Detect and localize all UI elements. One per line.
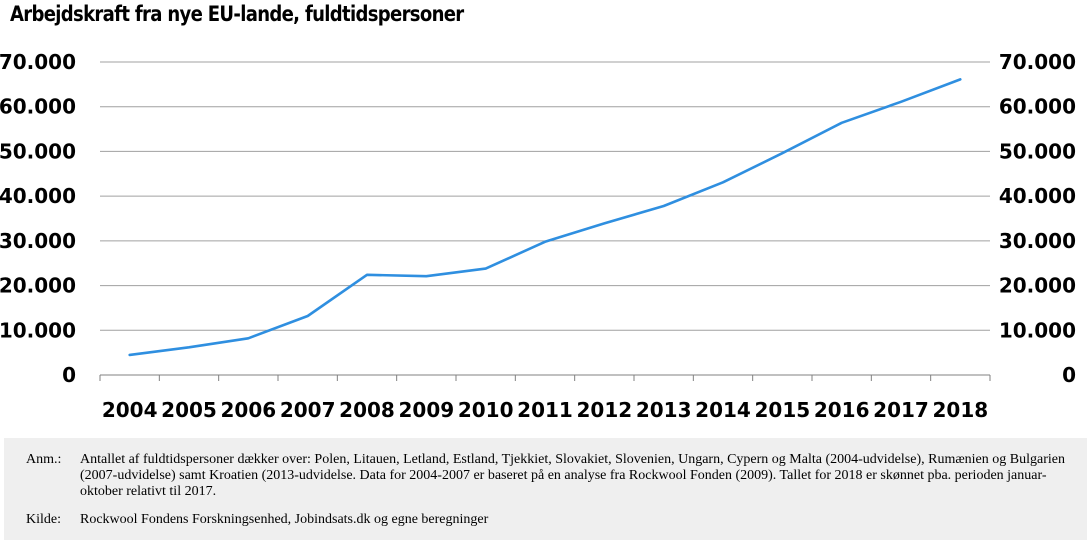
series-line (128, 78, 962, 357)
y-tick-label-right: 10.000 (999, 318, 1076, 342)
y-tick-label-left: 10.000 (0, 318, 76, 342)
note-anm-text: Antallet af fuldtidspersoner dækker over… (80, 452, 1065, 499)
y-tick-label-right: 20.000 (999, 274, 1076, 298)
x-tick-label: 2011 (517, 398, 573, 422)
chart-title: Arbejdskraft fra nye EU-lande, fuldtidsp… (10, 2, 464, 26)
x-tick-label: 2006 (220, 398, 276, 422)
y-tick-label-left: 70.000 (0, 50, 76, 74)
gridlines (100, 61, 990, 376)
note-source-text: Rockwool Fondens Forskningsenhed, Jobind… (80, 512, 489, 527)
x-tick-label: 2015 (754, 398, 810, 422)
y-axis-left: 0 10.000 20.000 30.000 40.000 50.000 60.000 70.… (0, 50, 76, 387)
y-tick-label-right: 40.000 (999, 184, 1076, 208)
y-tick-label-left: 50.000 (0, 139, 76, 163)
x-tick-label: 2008 (339, 398, 395, 422)
x-tick-label: 2016 (814, 398, 870, 422)
x-axis: 2004 2005 2006 2007 2008 2009 2010 2011 2012 2013… (99, 375, 991, 422)
x-tick-label: 2013 (636, 398, 692, 422)
y-tick-label-right: 50.000 (999, 139, 1076, 163)
y-tick-label-right: 60.000 (999, 95, 1076, 119)
x-tick-label: 2004 (102, 398, 158, 422)
note-source-label: Kilde: (26, 512, 61, 527)
y-axis-right: 0 10.000 20.000 30.000 40.000 50.000 60.000 70.… (999, 50, 1076, 387)
note-anm-label: Anm.: (26, 452, 62, 467)
y-tick-label-left: 0 (62, 363, 76, 387)
notes-box: Anm.: Antallet af fuldtidspersoner dække… (4, 438, 1087, 540)
y-tick-label-right: 30.000 (999, 229, 1076, 253)
y-tick-label-left: 20.000 (0, 274, 76, 298)
y-tick-label-left: 30.000 (0, 229, 76, 253)
y-tick-label-right: 0 (1062, 363, 1076, 387)
y-tick-label-right: 70.000 (999, 50, 1076, 74)
x-tick-label: 2017 (873, 398, 929, 422)
x-tick-label: 2005 (161, 398, 217, 422)
line-chart: 0 10.000 20.000 30.000 40.000 50.000 60.000 70.… (0, 50, 1076, 422)
x-tick-label: 2009 (398, 398, 454, 422)
x-tick-label: 2014 (695, 398, 751, 422)
y-tick-label-left: 60.000 (0, 95, 76, 119)
x-tick-label: 2018 (932, 398, 988, 422)
x-tick-label: 2007 (280, 398, 336, 422)
x-tick-label: 2010 (458, 398, 514, 422)
x-tick-label: 2012 (576, 398, 632, 422)
y-tick-label-left: 40.000 (0, 184, 76, 208)
series-layer (128, 78, 962, 357)
